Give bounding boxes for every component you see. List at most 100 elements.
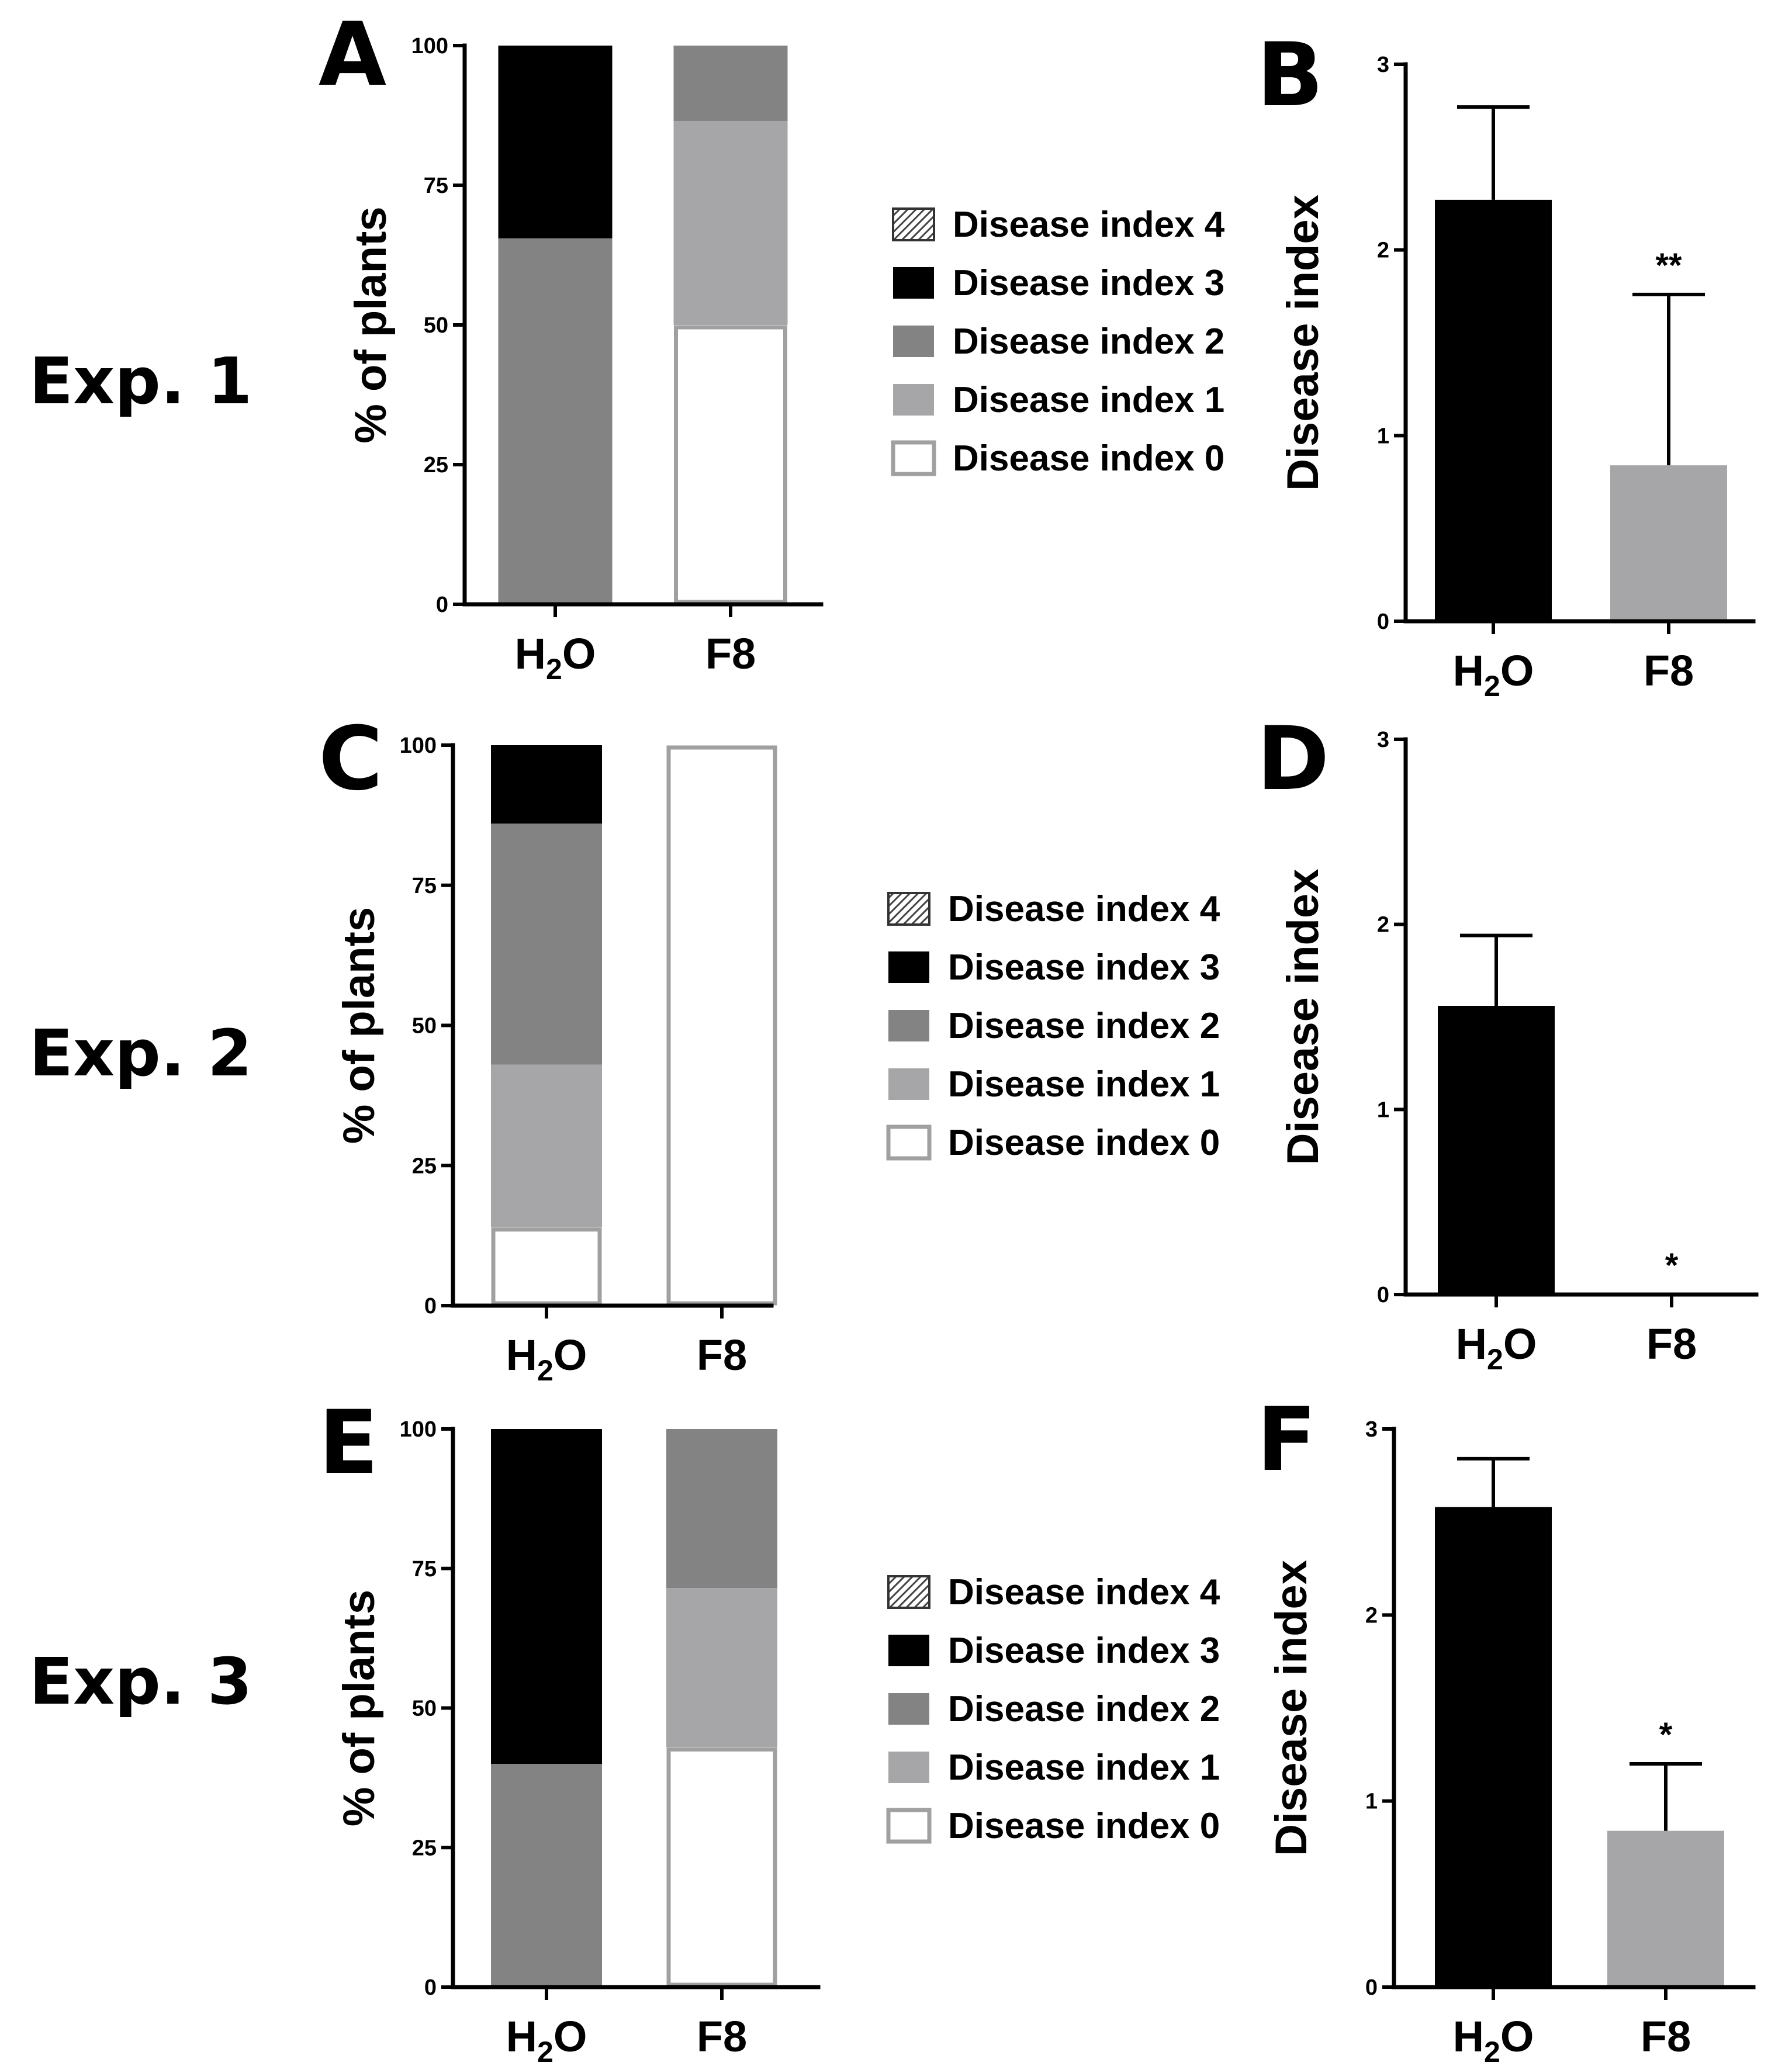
legend-label-di3: Disease index 3: [948, 1631, 1220, 1671]
bar-segment-e-1-di1: [666, 1588, 777, 1747]
bar-segment-a-1-di0: [674, 325, 787, 604]
legend-swatch-di2: [888, 1010, 929, 1041]
legend-label-di2: Disease index 2: [953, 321, 1224, 362]
y-tick-label-e-2: 50: [412, 1697, 437, 1721]
y-axis-label-b: Disease index: [1278, 195, 1328, 491]
category-label-b-0: H2O: [1453, 646, 1534, 702]
legend-swatch-di4: [887, 892, 930, 926]
legend-label-di4: Disease index 4: [948, 1572, 1220, 1612]
category-label-c-1: F8: [697, 1331, 747, 1379]
bar-segment-a-0-di2: [498, 238, 613, 604]
bar-segment-c-1-di0: [666, 745, 777, 1306]
y-tick-label-c-4: 100: [400, 733, 437, 758]
y-tick-label-d-3: 3: [1377, 728, 1389, 752]
panel-letter-b: B: [1257, 25, 1323, 126]
y-axis-label-e: % of plants: [334, 1590, 384, 1826]
legend-3: Disease index 4 Disease index 3 Disease in…: [886, 1572, 1220, 1846]
y-tick-label-e-3: 75: [412, 1557, 437, 1581]
bar-segment-c-0-di3: [491, 745, 602, 824]
panel-letter-a: A: [319, 4, 386, 106]
y-tick-label-d-0: 0: [1377, 1283, 1389, 1307]
y-axis-label-f: Disease index: [1267, 1560, 1316, 1856]
category-label-a-1: F8: [705, 629, 756, 678]
significance-d-1: *: [1665, 1247, 1679, 1285]
y-tick-label-f-0: 0: [1365, 1975, 1378, 2000]
y-tick-label-f-3: 3: [1365, 1417, 1378, 1442]
y-tick-label-a-0: 0: [436, 593, 448, 617]
legend-swatch-di4: [892, 207, 935, 241]
y-axis-label-c: % of plants: [334, 907, 384, 1144]
legend-2: Disease index 4 Disease index 3 Disease in…: [886, 889, 1220, 1163]
bar-f-1: [1607, 1830, 1724, 1987]
y-tick-label-c-1: 25: [412, 1154, 437, 1178]
y-tick-label-b-3: 3: [1377, 53, 1389, 77]
y-tick-label-b-2: 2: [1377, 238, 1389, 263]
legend-swatch-di0: [891, 440, 936, 476]
panel-e: E 0 25 50 75 100 H2O F8 % of plants: [319, 1392, 821, 2066]
bar-segment-c-0-di1: [491, 1064, 602, 1227]
category-label-b-1: F8: [1644, 646, 1694, 695]
legend-swatch-di0: [886, 1124, 932, 1161]
category-label-e-1: F8: [697, 2012, 747, 2061]
legend-swatch-di1: [893, 384, 934, 416]
legend-swatch-di3: [893, 267, 934, 299]
category-label-d-0: H2O: [1456, 1320, 1537, 1376]
y-tick-label-c-2: 50: [412, 1014, 437, 1039]
panel-d: D * 0 1 2 3 H2O F8 Disease index: [1257, 708, 1759, 1376]
bar-segment-c-0-di0: [491, 1227, 602, 1306]
y-tick-label-a-3: 75: [424, 174, 448, 198]
panel-a: A 0 25 50 75 100 H2O F8 % of plants: [319, 4, 824, 686]
bar-b-1: [1610, 465, 1727, 621]
bar-f-0: [1435, 1507, 1552, 1987]
y-tick-label-f-2: 2: [1365, 1603, 1378, 1628]
y-tick-label-a-4: 100: [411, 34, 448, 58]
exp-label-2: Exp. 2: [29, 1016, 252, 1091]
y-tick-label-a-2: 50: [424, 313, 448, 338]
category-label-c-0: H2O: [506, 1331, 587, 1387]
y-tick-label-b-1: 1: [1377, 424, 1389, 448]
legend-label-di1: Disease index 1: [948, 1747, 1220, 1788]
bar-segment-e-1-di0: [666, 1747, 777, 1987]
y-tick-label-d-2: 2: [1377, 913, 1389, 937]
significance-b-1: **: [1655, 247, 1682, 285]
category-label-d-1: F8: [1646, 1320, 1697, 1368]
y-tick-label-c-0: 0: [424, 1294, 437, 1318]
y-tick-label-a-1: 25: [424, 453, 448, 477]
y-axis-label-a: % of plants: [346, 206, 396, 443]
legend-1: Disease index 4 Disease index 3 Disease in…: [891, 205, 1225, 479]
panel-letter-f: F: [1257, 1389, 1316, 1491]
legends-layer: Disease index 4 Disease index 3 Disease in…: [886, 205, 1225, 1846]
bar-segment-a-0-di3: [498, 46, 613, 238]
legend-label-di0: Disease index 0: [948, 1123, 1220, 1163]
bar-segment-a-1-di1: [673, 121, 788, 325]
category-label-f-1: F8: [1641, 2012, 1691, 2061]
bar-b-0: [1435, 199, 1552, 621]
legend-swatch-di1: [888, 1752, 929, 1783]
exp-label-3: Exp. 3: [29, 1644, 252, 1719]
category-label-a-0: H2O: [515, 629, 596, 686]
panel-f: F * 0 1 2 3 H2O F8 Disease index: [1257, 1389, 1756, 2066]
panel-b: B ** 0 1 2 3 H2O F8 Disease index: [1257, 25, 1756, 702]
legend-swatch-di3: [888, 951, 929, 983]
legend-label-di3: Disease index 3: [953, 263, 1224, 303]
legend-swatch-di1: [888, 1068, 929, 1100]
bar-segment-a-1-di2: [673, 46, 788, 122]
legend-label-di1: Disease index 1: [948, 1064, 1220, 1105]
legend-swatch-di0: [886, 1808, 932, 1844]
significance-f-1: *: [1659, 1716, 1673, 1754]
y-tick-label-d-1: 1: [1377, 1098, 1389, 1122]
y-tick-label-e-0: 0: [424, 1975, 437, 2000]
category-label-e-0: H2O: [506, 2012, 587, 2066]
exp-label-1: Exp. 1: [29, 344, 252, 418]
legend-label-di4: Disease index 4: [948, 889, 1220, 929]
legend-label-di2: Disease index 2: [948, 1689, 1220, 1729]
panel-c: C 0 25 50 75 100 H2O F8 % of plants: [319, 708, 777, 1387]
legend-label-di3: Disease index 3: [948, 947, 1220, 988]
y-axis-label-d: Disease index: [1278, 869, 1328, 1165]
panel-letter-d: D: [1257, 708, 1330, 810]
bar-d-0: [1438, 1006, 1555, 1295]
legend-swatch-di4: [887, 1575, 930, 1609]
legend-label-di0: Disease index 0: [948, 1806, 1220, 1846]
panel-letter-c: C: [319, 708, 383, 810]
